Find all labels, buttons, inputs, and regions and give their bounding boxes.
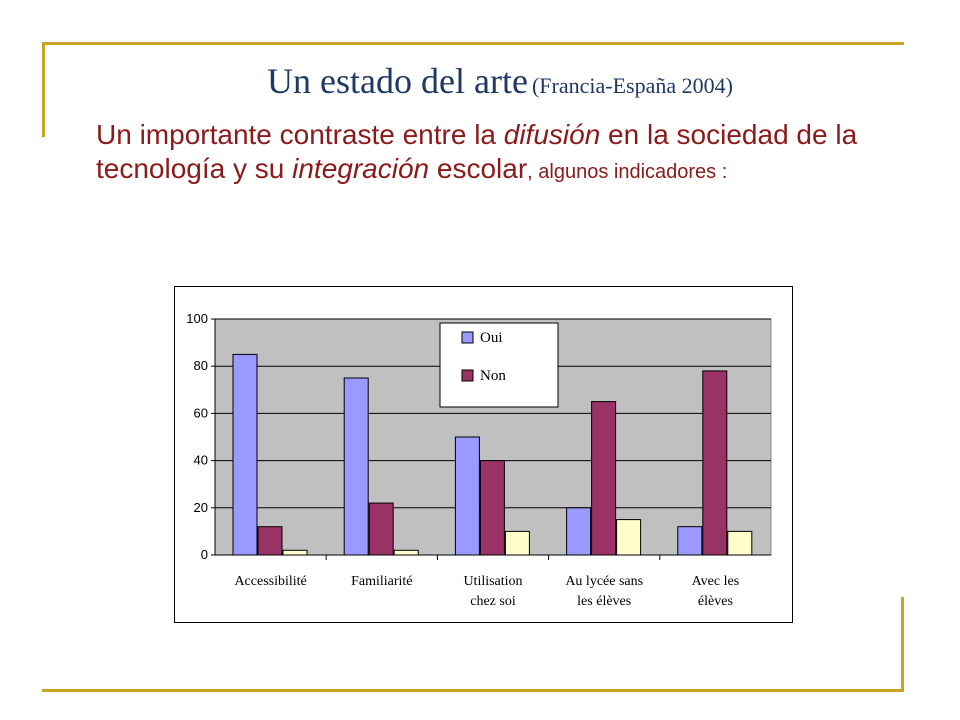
bar-s1-c1 <box>368 502 394 556</box>
slide-subtitle: Un importante contraste entre la difusió… <box>96 118 896 189</box>
bar-s1-c2 <box>479 460 505 556</box>
category-label-4-1: élèves <box>698 594 733 609</box>
category-label-2-0: Utilisation <box>463 574 522 589</box>
bar-chart-svg: 0 20 40 60 80 100 Accessibilité Familiarité Util… <box>186 311 772 609</box>
frame-left-line <box>42 42 45 137</box>
subtitle-emphasis-integracion: integración <box>292 153 430 184</box>
subtitle-emphasis-difusion: difusión <box>503 119 601 150</box>
y-tick-label-40: 40 <box>194 453 208 468</box>
bar-s2-c2 <box>504 530 530 556</box>
bar-s0-c0 <box>232 353 258 556</box>
legend-label-1: Non <box>480 368 506 384</box>
bar-s2-c4 <box>727 530 753 556</box>
bar-s1-c4 <box>702 370 728 556</box>
subtitle-part3: escolar <box>429 153 528 184</box>
slide-title-main: Un estado del arte <box>267 61 528 101</box>
subtitle-part1: Un importante contraste entre la <box>96 119 504 150</box>
legend-swatch-0 <box>461 331 474 344</box>
bar-s2-c0 <box>282 549 308 556</box>
bar-chart: 0 20 40 60 80 100 Accessibilité Familiarité Util… <box>174 286 793 623</box>
bar-s1-c0 <box>257 526 283 556</box>
legend-box <box>439 322 559 408</box>
bar-s0-c3 <box>566 507 592 556</box>
bar-s2-c1 <box>393 549 419 556</box>
slide-title: Un estado del arte (Francia-España 2004) <box>0 60 960 102</box>
category-label-2-1: chez soi <box>470 594 516 609</box>
y-tick-label-20: 20 <box>194 500 208 515</box>
frame-bottom-line <box>42 689 904 692</box>
bar-s0-c2 <box>454 436 480 556</box>
bar-s2-c3 <box>616 519 642 556</box>
slide-title-suffix: (Francia-España 2004) <box>531 73 733 98</box>
legend-swatch-1 <box>461 369 474 382</box>
bar-s0-c1 <box>343 377 369 556</box>
legend-label-0: Oui <box>480 330 503 346</box>
category-label-1-0: Familiarité <box>351 574 412 589</box>
category-label-4-0: Avec les <box>692 574 740 589</box>
category-label-0-0: Accessibilité <box>234 574 306 589</box>
y-tick-label-0: 0 <box>201 547 208 562</box>
bar-s0-c4 <box>677 526 703 556</box>
category-label-3-0: Au lycée sans <box>565 574 643 589</box>
category-label-3-1: les élèves <box>577 594 631 609</box>
frame-top-line <box>42 42 904 45</box>
subtitle-part4: , algunos indicadores : <box>527 161 728 183</box>
subtitle-part2: en la sociedad de la tecnología y su <box>96 119 858 184</box>
frame-right-line <box>901 597 904 692</box>
y-tick-label-80: 80 <box>194 358 208 373</box>
y-tick-label-60: 60 <box>194 405 208 420</box>
y-tick-label-100: 100 <box>186 311 208 326</box>
bar-s1-c3 <box>591 401 617 556</box>
